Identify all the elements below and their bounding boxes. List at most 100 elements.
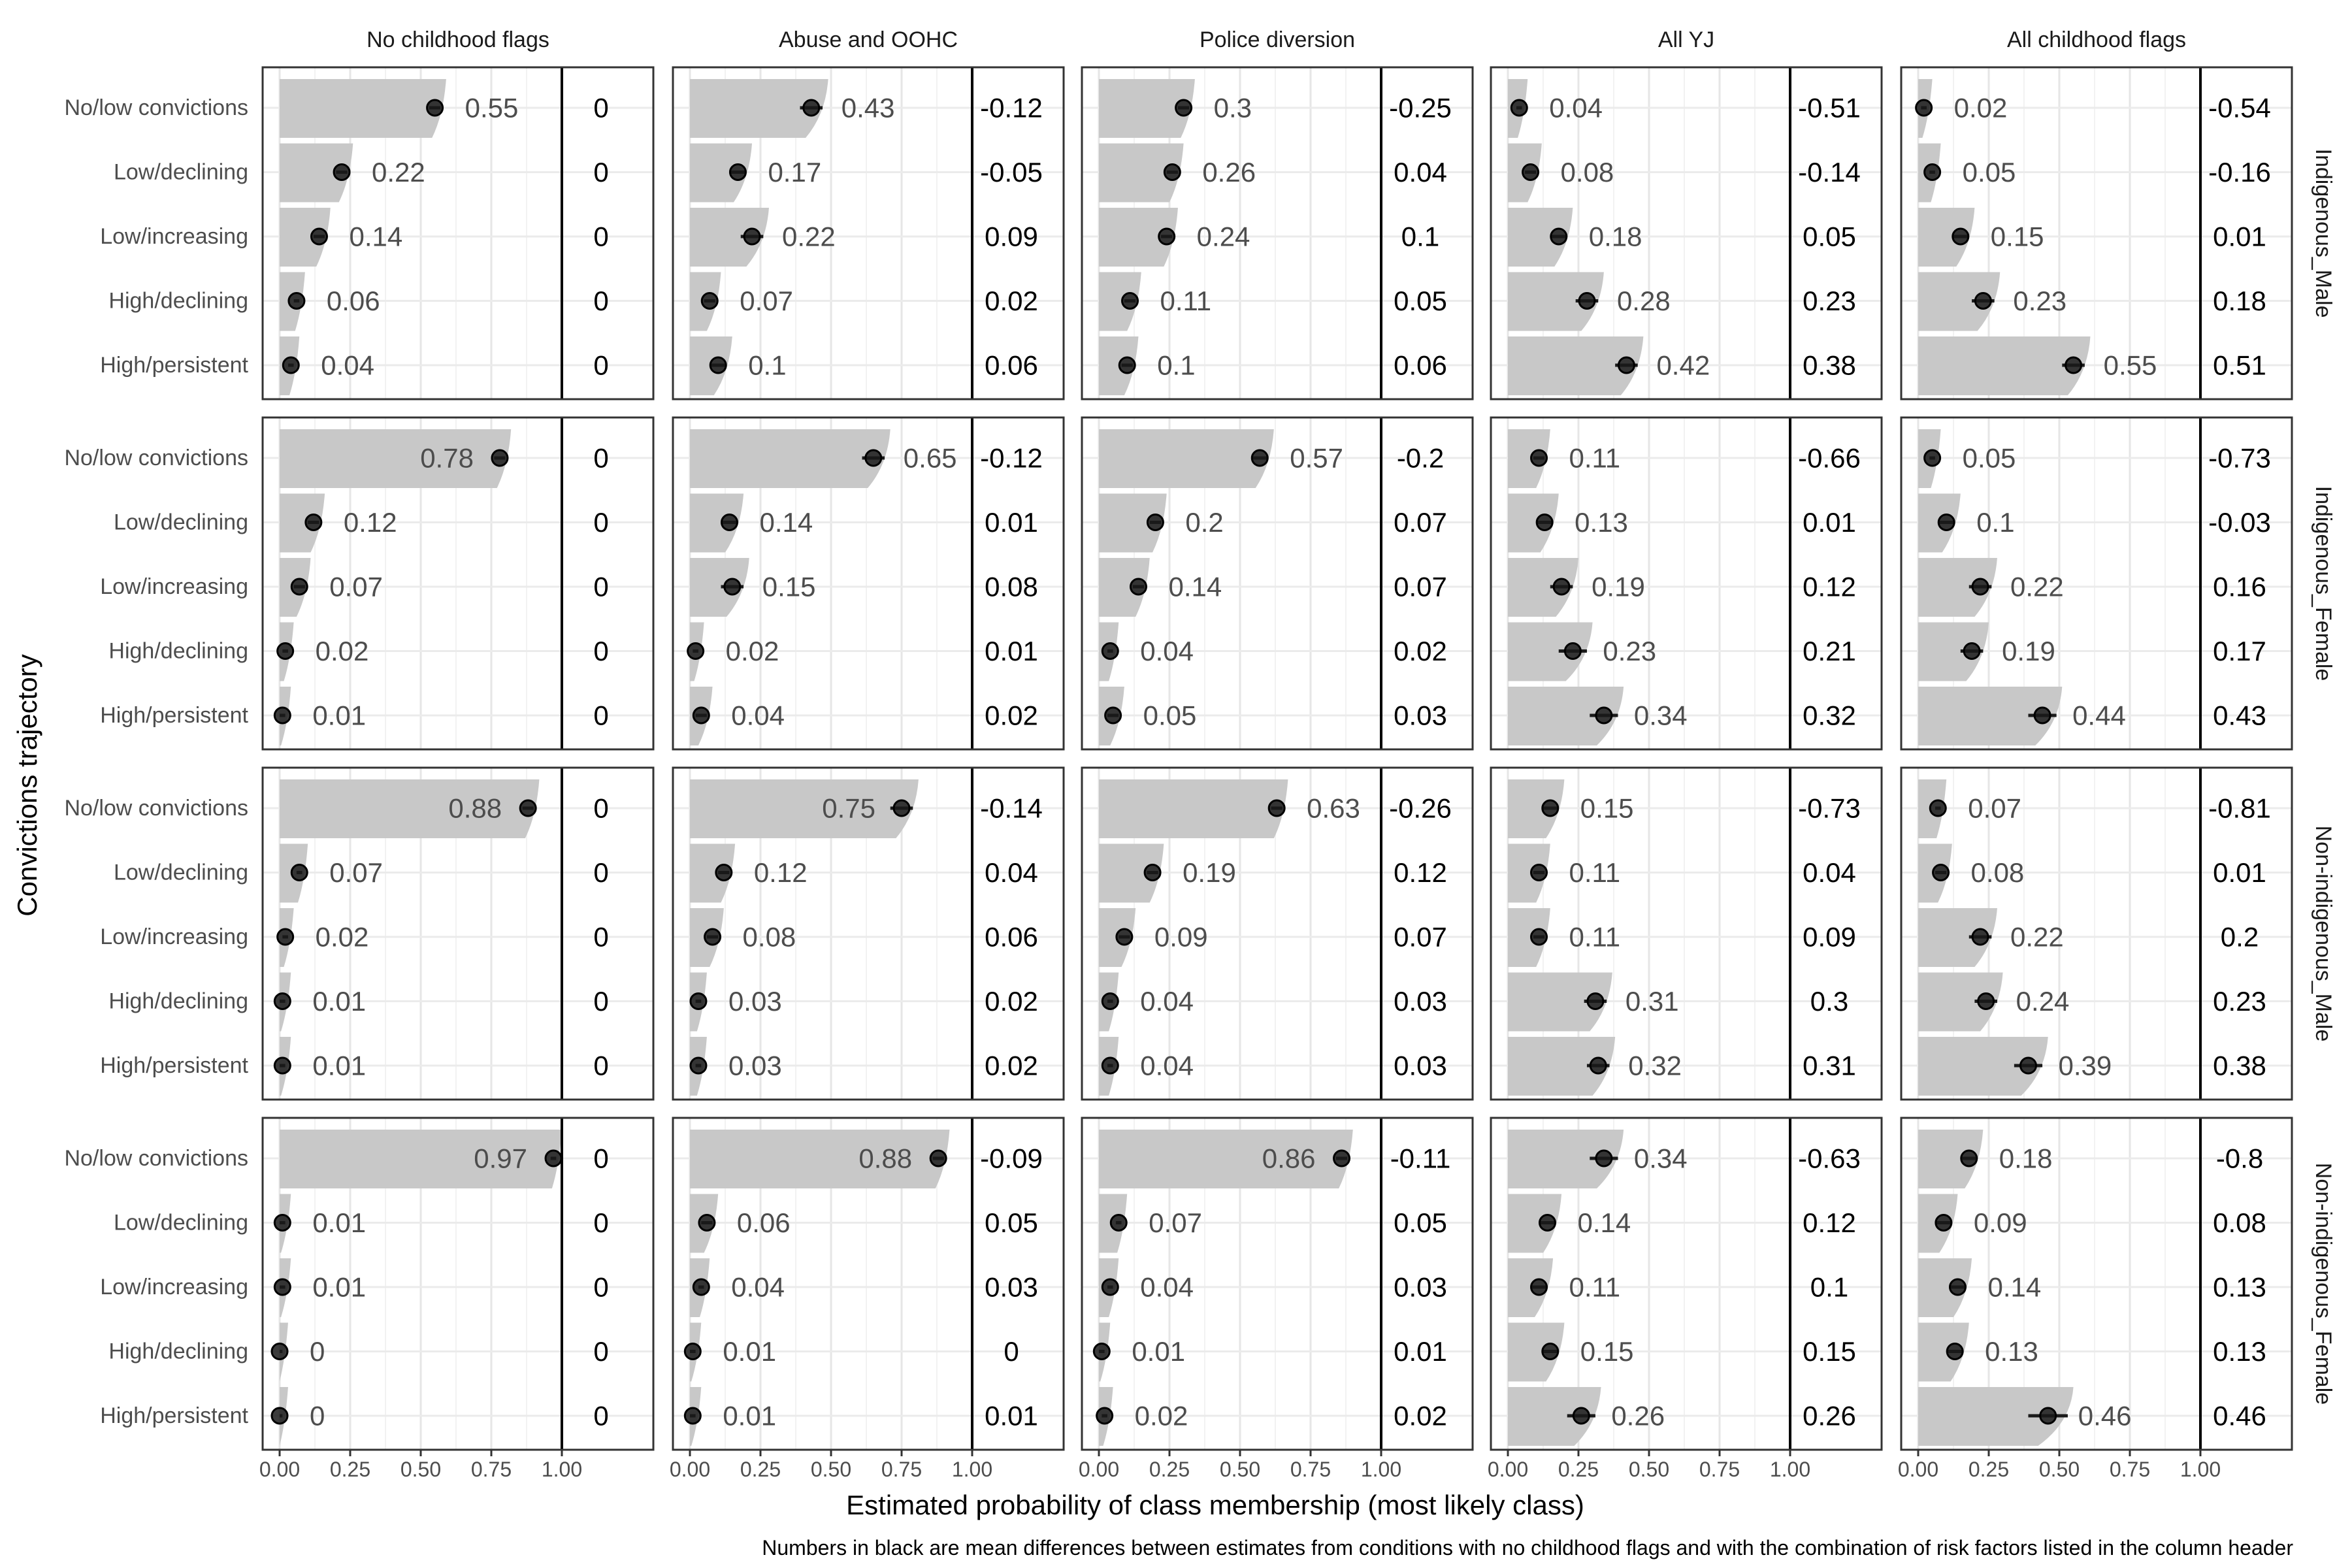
- difference-label: 0.04: [1803, 857, 1856, 888]
- point: [1163, 163, 1181, 181]
- y-tick-label: High/declining: [108, 289, 248, 314]
- panel-border: [672, 66, 1065, 400]
- facet-panel: 0.04 -0.51 0.08 -0.14 0.18 0.05 0.28 0.23 0.42 0.…: [1490, 66, 1883, 400]
- difference-label: 0.23: [1803, 286, 1856, 316]
- point: [700, 292, 719, 310]
- value-label: 0.04: [1549, 93, 1603, 123]
- panel-border: [672, 416, 1065, 751]
- bar: [1918, 1387, 2074, 1446]
- x-tick-label: 0.75: [471, 1458, 512, 1481]
- x-tick-label: 0.25: [330, 1458, 370, 1481]
- bar: [690, 429, 890, 488]
- value-label: 0.09: [1154, 922, 1208, 953]
- difference-label: 0: [593, 793, 608, 824]
- point: [692, 706, 710, 725]
- point: [1541, 799, 1560, 817]
- difference-label: -0.12: [980, 93, 1043, 123]
- value-label: 0.01: [312, 986, 366, 1017]
- difference-label: 0.12: [1803, 572, 1856, 602]
- value-label: 0.11: [1160, 286, 1212, 316]
- x-tick-label: 0.00: [1488, 1458, 1528, 1481]
- panel-layer: 0.55 0 0.22 0 0.14 0 0.06 0 0.04 0 0.43 -0.12 0.17 -0…: [261, 66, 2293, 1451]
- value-label: 0.17: [768, 157, 821, 188]
- difference-label: 0.01: [985, 507, 1038, 538]
- point: [1109, 1214, 1128, 1232]
- value-label: 0.12: [754, 857, 808, 888]
- point: [310, 227, 328, 246]
- x-tick-label: 0.25: [1968, 1458, 2009, 1481]
- point: [1541, 1343, 1560, 1360]
- value-label: 0.04: [321, 350, 374, 381]
- bar: [1508, 1387, 1601, 1446]
- y-tick-label: Low/increasing: [100, 574, 248, 599]
- value-label: 0.75: [822, 793, 875, 824]
- facet-panel: 0.88 -0.09 0.06 0.05 0.04 0.03 0.01 0 0.01 0.01: [672, 1117, 1065, 1451]
- difference-label: 0.05: [1803, 221, 1856, 252]
- value-label: 0.1: [1157, 350, 1195, 381]
- x-tick-label: 0.50: [811, 1458, 851, 1481]
- difference-label: 0.02: [985, 1051, 1038, 1081]
- value-label: 0.02: [316, 922, 369, 953]
- bar: [690, 208, 769, 267]
- bar: [690, 143, 753, 203]
- y-tick-label: Low/declining: [114, 860, 248, 885]
- point: [1971, 928, 1989, 946]
- difference-label: -0.63: [1798, 1143, 1861, 1174]
- chart-caption: Numbers in black are mean differences be…: [762, 1536, 2293, 1560]
- bar: [1918, 908, 1997, 967]
- difference-label: 0.46: [2213, 1401, 2266, 1431]
- point: [683, 1343, 702, 1360]
- difference-label: 0.02: [985, 700, 1038, 731]
- y-tick-label: Low/declining: [114, 160, 248, 185]
- x-tick-label: 0.00: [1898, 1458, 1938, 1481]
- value-label: 0.04: [1140, 1272, 1194, 1303]
- bar: [690, 1130, 950, 1188]
- difference-label: 0.06: [985, 922, 1038, 953]
- value-label: 0.97: [474, 1143, 527, 1174]
- difference-label: 0: [1004, 1336, 1019, 1367]
- value-label: 0.26: [1202, 157, 1256, 188]
- facet-panel: 0.75 -0.14 0.12 0.04 0.08 0.06 0.03 0.02 0.03 0.0…: [672, 766, 1065, 1101]
- difference-label: 0.04: [1394, 157, 1447, 188]
- value-label: 0.13: [1985, 1336, 2038, 1367]
- difference-label: 0: [593, 986, 608, 1017]
- bar: [690, 493, 744, 553]
- x-tick-label: 0.50: [1629, 1458, 1669, 1481]
- value-label: 0.04: [1140, 1051, 1194, 1081]
- difference-label: 0.12: [1394, 857, 1447, 888]
- y-tick-label: High/declining: [108, 989, 248, 1014]
- difference-label: 0.01: [2213, 221, 2266, 252]
- bar: [1508, 272, 1604, 331]
- point: [491, 449, 509, 467]
- panel-border: [1900, 66, 2293, 400]
- bar: [280, 208, 331, 267]
- point: [892, 799, 911, 817]
- value-label: 0: [310, 1336, 325, 1367]
- point: [2033, 706, 2051, 725]
- difference-label: 0: [593, 700, 608, 731]
- facet-panel: 0.86 -0.11 0.07 0.05 0.04 0.03 0.01 0.01 0.02 0.0…: [1081, 1117, 1474, 1451]
- bar: [1508, 558, 1578, 617]
- point: [1535, 514, 1554, 531]
- difference-label: -0.03: [2208, 507, 2271, 538]
- difference-label: 0.1: [1401, 221, 1439, 252]
- point: [273, 992, 291, 1010]
- column-strip-label: All childhood flags: [2007, 27, 2186, 52]
- difference-label: 0: [593, 572, 608, 602]
- point: [687, 642, 705, 660]
- difference-label: 0.38: [1803, 350, 1856, 381]
- y-tick-label: High/persistent: [100, 353, 248, 378]
- value-label: 0.04: [731, 1272, 785, 1303]
- bar: [690, 779, 919, 838]
- x-tick-label: 1.00: [952, 1458, 992, 1481]
- difference-label: -0.11: [1390, 1143, 1451, 1174]
- difference-label: 0: [593, 221, 608, 252]
- value-label: 0.01: [312, 1272, 366, 1303]
- point: [689, 992, 708, 1010]
- value-label: 0.05: [1143, 700, 1197, 731]
- point: [864, 449, 883, 467]
- bar: [1918, 1258, 1972, 1317]
- point: [273, 1278, 291, 1296]
- value-label: 0.01: [723, 1336, 776, 1367]
